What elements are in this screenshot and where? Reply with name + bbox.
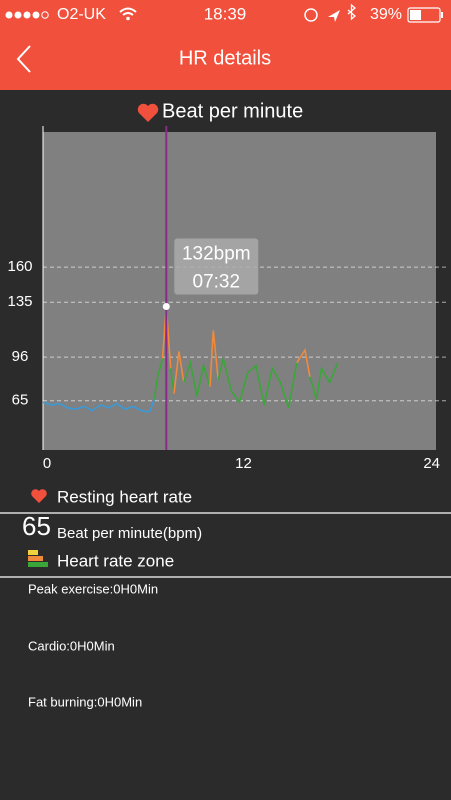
- back-button[interactable]: [16, 45, 31, 73]
- line-series: [309, 362, 339, 400]
- heart-icon: [137, 103, 159, 122]
- y-tick-label: 160: [7, 258, 32, 275]
- line-series: [183, 359, 211, 397]
- zone-title: Heart rate zone: [57, 551, 174, 570]
- lock-icon: [304, 8, 318, 22]
- signal: [5, 11, 49, 19]
- cursor-point: [162, 302, 170, 310]
- line-series: [296, 347, 311, 377]
- line-series: [169, 368, 175, 394]
- zone-item: Peak exercise:0H0Min: [28, 581, 158, 596]
- line-series: [217, 358, 298, 409]
- resting-value: 65: [22, 511, 51, 541]
- battery-text: 39%: [370, 6, 402, 23]
- resting-unit: Beat per minute(bpm): [57, 525, 202, 542]
- y-tick-label: 65: [12, 392, 29, 409]
- zone-item: Cardio:0H0Min: [28, 638, 115, 653]
- line-series: [173, 351, 185, 394]
- header: [0, 0, 451, 90]
- y-tick-label: 96: [12, 348, 29, 365]
- tooltip-time: 07:32: [193, 271, 241, 292]
- line-series: [209, 330, 219, 387]
- x-tick-label: 0: [43, 455, 51, 472]
- nav-title: HR details: [179, 47, 271, 69]
- zone-item: Fat burning:0H0Min: [28, 694, 142, 709]
- zone-icon: [28, 556, 43, 561]
- bluetooth-icon: [347, 3, 356, 21]
- heart-icon: [31, 489, 47, 503]
- x-tick-label: 24: [423, 455, 440, 472]
- zone-icon: [28, 562, 48, 567]
- chart: 65 96 135 160 0 12 24 132bpm 07:32: [7, 126, 446, 472]
- chart-title: Beat per minute: [162, 100, 303, 122]
- wifi-icon: [119, 7, 137, 16]
- battery: [407, 7, 441, 23]
- carrier: O2-UK: [57, 6, 106, 23]
- battery-tip: [441, 12, 443, 18]
- x-tick-label: 12: [235, 455, 252, 472]
- wifi-dot: [126, 16, 130, 21]
- location-icon: [328, 10, 340, 22]
- zone-icon: [28, 550, 38, 555]
- battery-level: [410, 10, 421, 20]
- line-series: [153, 358, 164, 400]
- resting-label: Resting heart rate: [57, 487, 192, 506]
- tooltip: [174, 238, 259, 295]
- clock: 18:39: [204, 4, 247, 23]
- tooltip-value: 132bpm: [182, 243, 251, 264]
- line-series: [42, 399, 156, 413]
- y-tick-label: 135: [7, 293, 32, 310]
